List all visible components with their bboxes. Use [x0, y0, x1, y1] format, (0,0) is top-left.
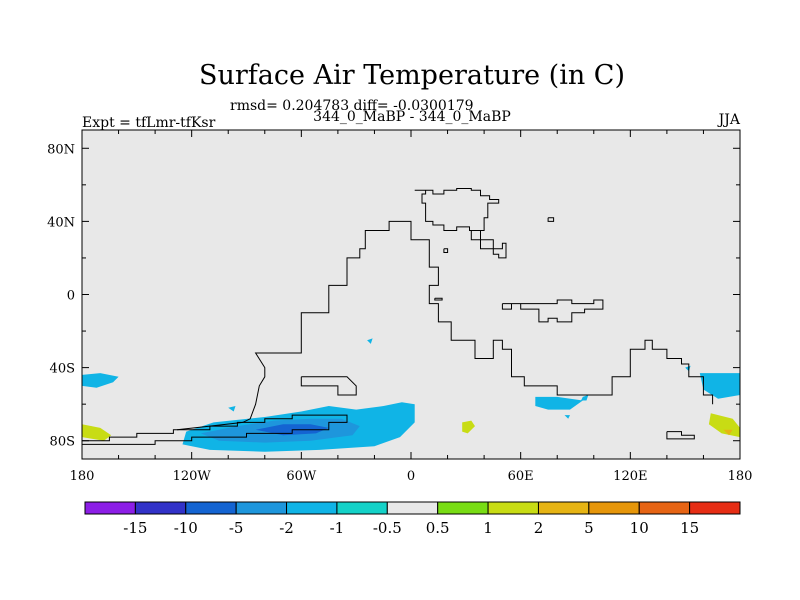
axes: 180 120W 60W 0 60E 120E 180 80N 40N 0 40S 80S [47, 130, 752, 484]
y-tick-label: 40S [50, 362, 75, 377]
y-tick-label: 40N [47, 215, 75, 230]
colorbar-swatch [537, 501, 590, 515]
colorbar: -15 -10 -5 -2 -1 -0.5 0.5 1 2 5 10 15 [84, 501, 741, 537]
patch-new-zealand-warm [708, 413, 740, 438]
colorbar-label: 2 [534, 519, 544, 537]
patch-new-zealand-warm-core [723, 429, 733, 436]
coast-eastern-landmass [501, 299, 604, 323]
colorbar-label: 1 [483, 519, 493, 537]
patch-far-west-warm [82, 424, 112, 441]
patch-southwest-pacific-east [699, 373, 740, 399]
colorbar-label: 15 [680, 519, 699, 537]
patch-south-pacific-west [82, 373, 119, 388]
colorbar-swatch [134, 501, 187, 515]
patch-south-indian-small [581, 395, 589, 401]
x-tick-label: 180 [728, 469, 753, 484]
patch-south-indian-ocean [535, 396, 583, 410]
patch-atlantic-equatorial-point [367, 338, 373, 344]
colorbar-swatch [84, 501, 136, 515]
patch-east-ocean-point [564, 415, 570, 419]
coastline-layer [82, 188, 714, 445]
colorbar-label: 10 [630, 519, 649, 537]
y-tick-label: 80S [50, 435, 75, 450]
x-tick-label: 0 [407, 469, 415, 484]
colorbar-swatch [286, 501, 338, 515]
y-tick-label: 0 [67, 289, 75, 304]
coast-island-east-south [666, 431, 695, 440]
coast-southern-continent [82, 414, 348, 445]
colorbar-swatch [487, 501, 539, 515]
colorbar-label: -2 [279, 519, 294, 537]
coast-northern-lobe [470, 230, 507, 259]
colorbar-label: -0.5 [373, 519, 402, 537]
colorbar-label: 0.5 [426, 519, 450, 537]
chart-title: Surface Air Temperature (in C) [199, 60, 625, 91]
coast-southern-spur [300, 376, 357, 396]
x-tick-label: 180 [70, 469, 95, 484]
colorbar-swatch [235, 501, 288, 515]
coast-northern-landmass [414, 188, 500, 231]
colorbar-label: -5 [229, 519, 244, 537]
colorbar-swatch [689, 501, 741, 515]
period-label: 344_0_MaBP - 344_0_MaBP [313, 109, 511, 125]
colorbar-label: -10 [174, 519, 198, 537]
stats-line: rmsd= 0.204783 diff= -0.0300179 [230, 98, 474, 114]
colorbar-label: 5 [584, 519, 594, 537]
coast-island-atlantic [434, 297, 443, 301]
x-tick-label: 120W [173, 469, 212, 484]
x-tick-label: 120E [613, 469, 647, 484]
colorbar-label: -1 [330, 519, 345, 537]
season-label: JJA [717, 112, 741, 128]
colorbar-swatch [336, 501, 388, 515]
y-tick-label: 80N [47, 142, 75, 157]
colorbar-swatch [588, 501, 640, 515]
colorbar-swatch [386, 501, 439, 515]
colorbar-swatch [638, 501, 691, 515]
colorbar-swatch [185, 501, 237, 515]
x-tick-label: 60W [286, 469, 317, 484]
experiment-label: Expt = tfLmr-tfKsr [82, 115, 216, 131]
x-tick-label: 60E [508, 469, 534, 484]
anomaly-layer [82, 338, 740, 452]
coast-western-landmass [176, 220, 714, 431]
colorbar-swatch [437, 501, 489, 515]
patch-pacific-south-point [228, 406, 236, 412]
coast-island-ne [547, 217, 555, 222]
patch-africa-south-warm [462, 420, 475, 434]
coast-island-small [443, 248, 449, 253]
colorbar-label: -15 [123, 519, 147, 537]
